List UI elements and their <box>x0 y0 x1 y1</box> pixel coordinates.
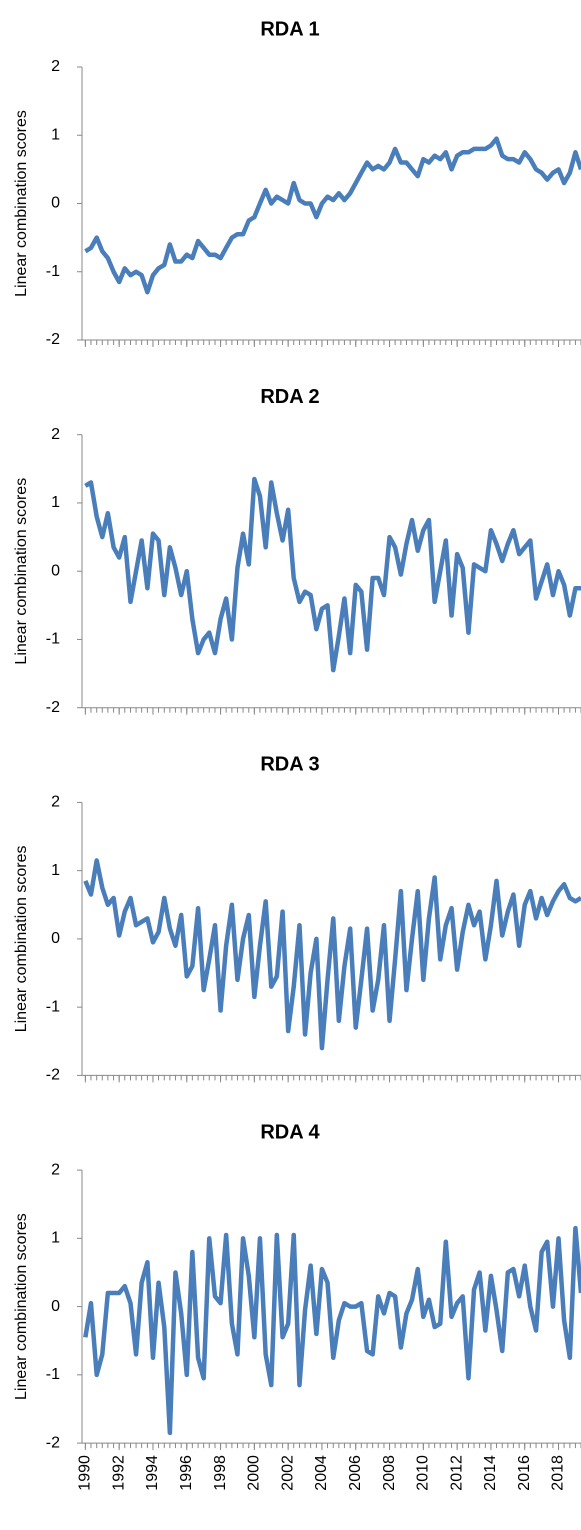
panel-title: RDA 1 <box>260 18 319 40</box>
y-tick-label: -1 <box>46 263 60 280</box>
x-tick-label: 2000 <box>246 1455 263 1491</box>
panel-title: RDA 4 <box>260 1121 320 1143</box>
x-tick-label: 1998 <box>212 1455 229 1491</box>
y-axis-label: Linear combination scores <box>13 1213 30 1400</box>
y-axis-label: Linear combination scores <box>13 478 30 665</box>
data-line <box>83 1225 581 1436</box>
x-tick-label: 2016 <box>516 1455 533 1491</box>
y-tick-label: -1 <box>46 998 60 1015</box>
y-tick-label: 2 <box>51 794 60 811</box>
y-tick-label: 2 <box>51 58 60 75</box>
x-tick-label: 2010 <box>415 1455 432 1491</box>
y-tick-label: 0 <box>51 930 60 947</box>
x-tick-label: 2008 <box>381 1455 398 1491</box>
x-tick-label: 2018 <box>550 1455 567 1491</box>
y-tick-label: -1 <box>46 631 60 648</box>
y-tick-label: 1 <box>51 862 60 879</box>
y-tick-label: -2 <box>46 1434 60 1451</box>
y-tick-label: 1 <box>51 1230 60 1247</box>
data-line <box>84 476 581 673</box>
y-tick-label: 0 <box>51 1298 60 1315</box>
y-tick-label: 1 <box>51 126 60 143</box>
y-tick-label: 2 <box>51 1161 60 1178</box>
data-line <box>84 136 581 295</box>
data-line <box>83 858 581 1051</box>
y-tick-label: 0 <box>51 562 60 579</box>
y-tick-label: 2 <box>51 426 60 443</box>
y-tick-label: -2 <box>46 699 60 716</box>
y-tick-label: 0 <box>51 195 60 212</box>
y-tick-label: -2 <box>46 331 60 348</box>
panel-title: RDA 2 <box>260 386 319 408</box>
panel-title: RDA 3 <box>260 754 319 776</box>
y-tick-label: -2 <box>46 1067 60 1084</box>
x-tick-label: 1994 <box>144 1455 161 1491</box>
x-tick-label: 1996 <box>178 1455 195 1491</box>
x-tick-label: 2004 <box>313 1455 330 1491</box>
x-tick-label: 2006 <box>347 1455 364 1491</box>
y-axis-label: Linear combination scores <box>13 110 30 297</box>
y-tick-label: 1 <box>51 494 60 511</box>
x-tick-label: 2002 <box>279 1455 296 1491</box>
x-tick-label: 2014 <box>482 1455 499 1491</box>
y-tick-label: -1 <box>46 1366 60 1383</box>
x-tick-label: 1990 <box>77 1455 94 1491</box>
y-axis-label: Linear combination scores <box>13 846 30 1033</box>
x-tick-label: 2012 <box>448 1455 465 1491</box>
x-tick-label: 1992 <box>110 1455 127 1491</box>
